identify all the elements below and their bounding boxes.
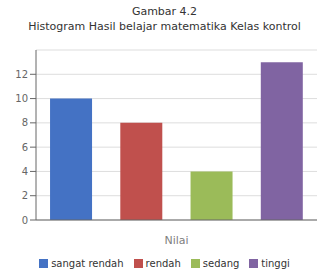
svg-text:12: 12 [15, 69, 28, 80]
svg-text:2: 2 [22, 190, 28, 201]
html-text:tinggi: tinggi [261, 257, 290, 269]
svg-text:10: 10 [15, 93, 28, 104]
svg-text:6: 6 [22, 142, 28, 153]
html-text:Gambar 4.2: Gambar 4.2 [131, 5, 198, 18]
html-text:Histogram Hasil belajar matema: Histogram Hasil belajar matematika Kelas… [28, 20, 301, 33]
svg-text:Nilai: Nilai [164, 234, 188, 247]
html-text:sangat rendah: sangat rendah [51, 257, 124, 269]
svg-text:4: 4 [22, 166, 28, 177]
html-text:rendah: rendah [145, 257, 181, 269]
svg-text:0: 0 [22, 215, 28, 226]
html-text:sedang: sedang [202, 257, 240, 269]
svg-text:8: 8 [22, 117, 28, 128]
